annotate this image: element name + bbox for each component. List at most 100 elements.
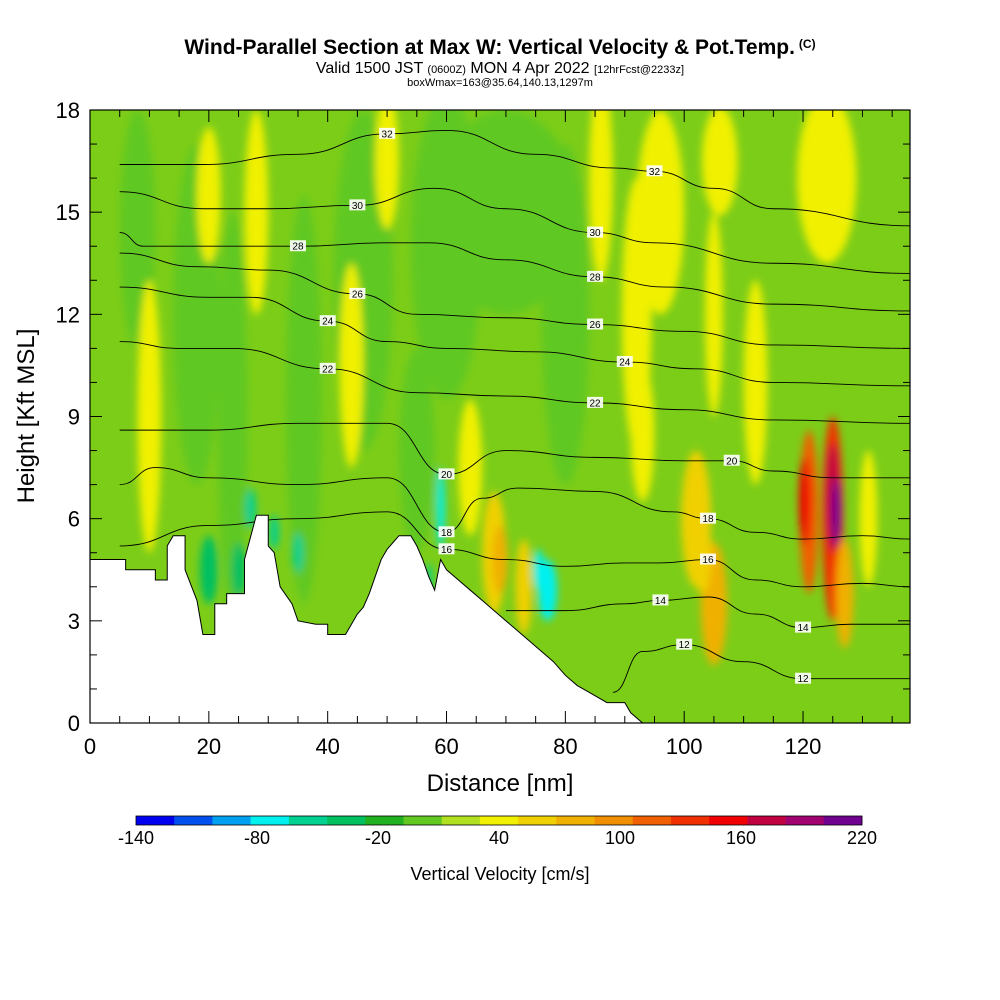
contour-label-bg bbox=[652, 594, 669, 606]
velocity-cell bbox=[692, 511, 712, 594]
contour-label-bg bbox=[795, 672, 812, 684]
theta-contour-12 bbox=[612, 644, 910, 693]
valid-zulu: (0600Z) bbox=[427, 64, 466, 76]
y-tick-label: 6 bbox=[68, 507, 80, 532]
colorbar-frame bbox=[135, 815, 863, 826]
velocity-cell bbox=[743, 280, 768, 485]
contour-label-bg bbox=[319, 315, 336, 327]
contour-label-bg bbox=[438, 468, 455, 480]
y-tick-label: 18 bbox=[56, 98, 80, 123]
contour-label: 22 bbox=[322, 364, 334, 375]
contour-label-bg bbox=[438, 543, 455, 555]
contour-label-bg bbox=[699, 512, 716, 524]
colorbar-swatch bbox=[441, 816, 481, 825]
terrain bbox=[90, 514, 910, 723]
y-tick-label: 12 bbox=[56, 302, 80, 327]
box-info: boxWmax=163@35.64,140.13,1297m bbox=[407, 77, 593, 89]
colorbar-swatch bbox=[785, 816, 825, 825]
theta-contour-16 bbox=[119, 511, 910, 588]
colorbar-swatch bbox=[212, 816, 251, 825]
x-tick-label: 80 bbox=[553, 734, 577, 759]
contour-label-bg bbox=[587, 270, 604, 282]
velocity-field bbox=[119, 110, 878, 666]
plot-area: 12 12 14 14 16 16 18 18 20 20 22 22 24 24 26 26 28 28 30 30… bbox=[90, 110, 910, 723]
y-axis-label: Height [Kft MSL] bbox=[13, 329, 40, 504]
velocity-cell bbox=[199, 535, 218, 604]
valid-prefix: Valid 1500 JST bbox=[315, 60, 423, 77]
colorbar-tick-label: -80 bbox=[244, 828, 270, 848]
colorbar-swatch bbox=[365, 816, 404, 825]
contour-label-bg bbox=[587, 318, 604, 330]
contour-label-bg bbox=[723, 454, 740, 466]
x-tick-label: 120 bbox=[785, 734, 822, 759]
theta-contour-20 bbox=[119, 422, 910, 479]
velocity-cell bbox=[797, 110, 857, 264]
contour-label: 28 bbox=[590, 272, 602, 283]
colorbar-tick-label: 40 bbox=[489, 828, 509, 848]
contour-label: 30 bbox=[352, 201, 364, 212]
colorbar-swatch bbox=[518, 816, 557, 825]
y-tick-label: 9 bbox=[68, 405, 80, 430]
contour-label: 12 bbox=[797, 674, 809, 685]
valid-date: MON 4 Apr 2022 bbox=[470, 60, 590, 77]
theta-contour-32 bbox=[119, 129, 910, 227]
contour-label-bg bbox=[319, 362, 336, 374]
velocity-cell bbox=[515, 539, 533, 635]
contour-label: 14 bbox=[797, 623, 809, 634]
theta-contour-18 bbox=[119, 467, 910, 540]
x-tick-label: 40 bbox=[315, 734, 339, 759]
contour-label-bg bbox=[438, 526, 455, 538]
contour-label: 18 bbox=[441, 528, 453, 539]
x-tick-label: 0 bbox=[84, 734, 96, 759]
contour-label: 12 bbox=[679, 640, 691, 651]
contour-label-bg bbox=[379, 127, 396, 139]
y-tick-label: 3 bbox=[68, 609, 80, 634]
velocity-cell bbox=[231, 542, 246, 597]
velocity-cell bbox=[286, 195, 322, 604]
contour-label-bg bbox=[699, 553, 716, 565]
colorbar-swatch bbox=[670, 816, 710, 825]
velocity-cell bbox=[269, 515, 279, 550]
colorbar: -140 -80 -20 40 100 160 220 bbox=[118, 815, 877, 848]
velocity-cell bbox=[705, 212, 723, 417]
contour-label-bg bbox=[587, 226, 604, 238]
velocity-cell bbox=[589, 110, 613, 281]
velocity-cell bbox=[859, 450, 878, 587]
velocity-cell bbox=[533, 549, 544, 591]
contour-label: 14 bbox=[655, 596, 667, 607]
theta-contour-24 bbox=[119, 286, 910, 387]
colorbar-label: Vertical Velocity [cm/s] bbox=[410, 864, 589, 884]
contour-label: 20 bbox=[441, 470, 453, 481]
chart-title: Wind-Parallel Section at Max W: Vertical… bbox=[0, 36, 1000, 60]
velocity-cell bbox=[398, 348, 435, 553]
velocity-cell bbox=[831, 477, 842, 546]
contour-label: 30 bbox=[590, 228, 602, 239]
colorbar-tick-label: -20 bbox=[365, 828, 391, 848]
velocity-cell bbox=[541, 144, 590, 485]
contour-label-bg bbox=[587, 396, 604, 408]
colorbar-swatch bbox=[174, 816, 213, 825]
contour-label: 28 bbox=[292, 242, 304, 253]
colorbar-swatch bbox=[136, 816, 175, 825]
colorbar-tick-label: 220 bbox=[847, 828, 877, 848]
contour-label: 24 bbox=[322, 317, 334, 328]
contour-label-bg bbox=[349, 199, 366, 211]
colorbar-tick-label: -140 bbox=[118, 828, 154, 848]
velocity-cell bbox=[137, 280, 162, 553]
x-tick-label: 20 bbox=[197, 734, 221, 759]
contour-label-bg bbox=[349, 287, 366, 299]
colorbar-swatch bbox=[632, 816, 672, 825]
colorbar-tick-label: 160 bbox=[726, 828, 756, 848]
colorbar-swatch bbox=[327, 816, 366, 825]
theta-contour-26 bbox=[119, 252, 910, 349]
contour-label-bg bbox=[795, 621, 812, 633]
theta-contours: 12 12 14 14 16 16 18 18 20 20 22 22 24 24 26 26 28 28 30 30… bbox=[119, 127, 910, 693]
contour-label-bg bbox=[676, 638, 693, 650]
velocity-cell bbox=[702, 110, 738, 216]
contour-label: 24 bbox=[619, 358, 631, 369]
velocity-cell bbox=[630, 365, 655, 502]
colorbar-swatch bbox=[594, 816, 634, 825]
title-main: Wind-Parallel Section at Max W: Vertical… bbox=[184, 36, 795, 59]
contour-label: 16 bbox=[702, 555, 714, 566]
